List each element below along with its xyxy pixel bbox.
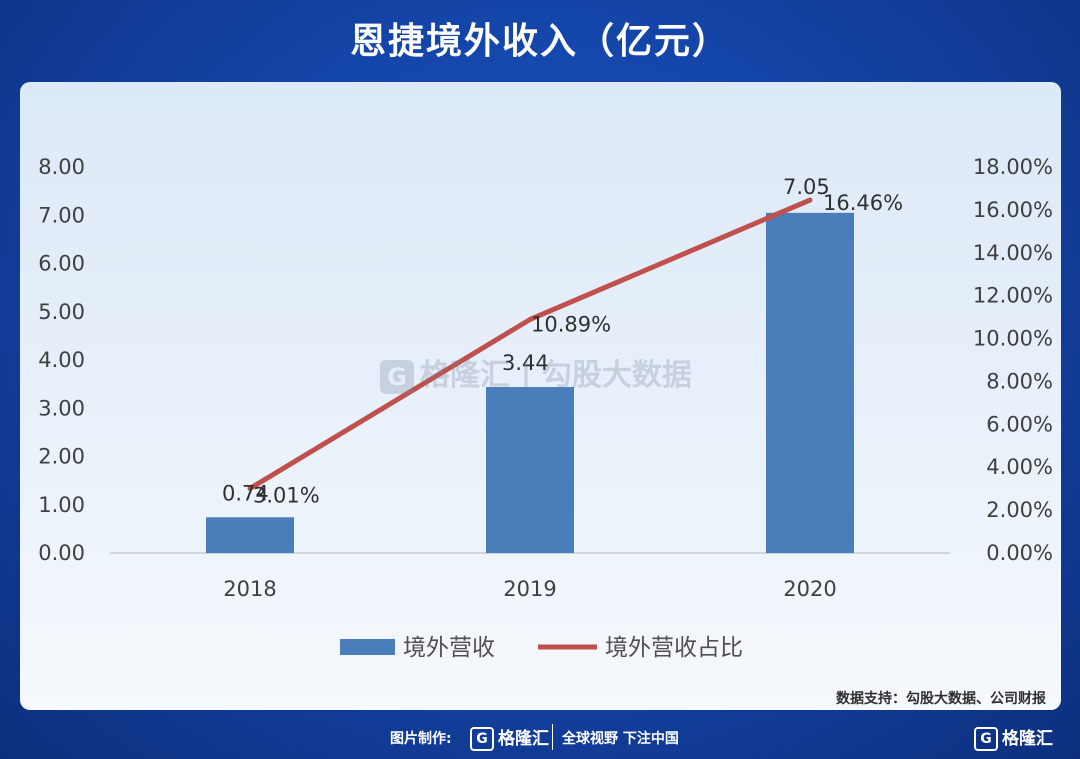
chart-title: 恩捷境外收入（亿元） [349, 21, 730, 62]
corner-logo: G 格隆汇 [974, 724, 1053, 751]
y-right-tick-label: 12.00% [973, 284, 1053, 308]
x-tick-label: 2020 [783, 577, 836, 601]
footer: 图片制作: G 格隆汇 全球视野 下注中国 G 格隆汇 [0, 724, 1080, 754]
y-right-tick-label: 2.00% [986, 498, 1053, 522]
x-tick-label: 2019 [503, 577, 556, 601]
y-right-tick-label: 4.00% [986, 455, 1053, 479]
corner-logo-text: 格隆汇 [1002, 729, 1053, 749]
footer-credit: 图片制作: [390, 731, 452, 747]
bar [766, 212, 854, 553]
y-right-tick-label: 6.00% [986, 412, 1053, 436]
legend-label: 境外营收占比 [605, 635, 743, 661]
y-right-tick-label: 10.00% [973, 327, 1053, 351]
y-right-tick-label: 16.00% [973, 198, 1053, 222]
bar [206, 517, 294, 553]
y-right-tick-label: 18.00% [973, 155, 1053, 179]
bar-data-label: 7.05 [783, 175, 830, 199]
bar [486, 387, 574, 553]
footer-divider [552, 724, 553, 750]
y-left-tick-label: 4.00 [38, 348, 85, 372]
x-tick-label: 2018 [223, 577, 276, 601]
y-left-tick-label: 0.00 [38, 541, 85, 565]
y-left-tick-label: 8.00 [38, 155, 85, 179]
y-left-tick-label: 5.00 [38, 300, 85, 324]
watermark-text: 格隆汇 | 勾股大数据 [420, 358, 692, 393]
line-data-label: 10.89% [531, 312, 611, 336]
y-left-tick-label: 7.00 [38, 203, 85, 227]
y-left-tick-label: 6.00 [38, 252, 85, 276]
legend-bar-swatch [340, 639, 395, 655]
bar-data-label: 3.44 [502, 351, 549, 375]
y-left-tick-label: 1.00 [38, 493, 85, 517]
footer-logo-icon: G [470, 727, 494, 751]
line-data-label: 3.01% [253, 483, 320, 507]
watermark-logo-icon: G [380, 359, 414, 394]
data-source: 数据支持：勾股大数据、公司财报 [836, 691, 1046, 707]
footer-slogan: 全球视野 下注中国 [562, 731, 679, 747]
footer-logo: G 格隆汇 [470, 724, 549, 751]
legend-label: 境外营收 [403, 635, 495, 661]
y-left-tick-label: 2.00 [38, 445, 85, 469]
y-right-tick-label: 0.00% [986, 541, 1053, 565]
y-right-tick-label: 14.00% [973, 241, 1053, 265]
corner-logo-icon: G [974, 727, 998, 751]
footer-logo-text: 格隆汇 [498, 729, 549, 749]
bar-data-label: 0.74 [222, 481, 269, 505]
y-right-tick-label: 8.00% [986, 369, 1053, 393]
y-left-tick-label: 3.00 [38, 396, 85, 420]
watermark: G 格隆汇 | 勾股大数据 [380, 350, 692, 394]
line-data-label: 16.46% [823, 191, 903, 215]
